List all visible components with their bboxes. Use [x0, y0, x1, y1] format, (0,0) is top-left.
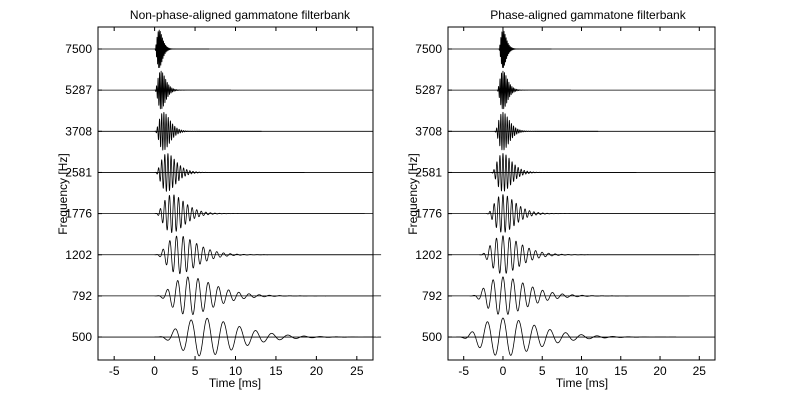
y-tick-label: 7500	[415, 42, 442, 56]
plot-area: 7500 5287 3708 2581 1776 1202 792 500 -5 0 5 10 15 20…	[415, 27, 715, 378]
impulse-response-7500	[154, 29, 210, 69]
impulse-response-5287	[154, 70, 232, 110]
x-tick-label: 0	[151, 364, 158, 378]
y-tick-label: 1202	[415, 248, 442, 262]
x-tick-label: 20	[653, 364, 667, 378]
impulse-response-2581	[154, 153, 305, 192]
y-axis-label: Frequency [Hz]	[406, 153, 420, 234]
axes-frame	[97, 26, 374, 361]
y-axis-label: Frequency [Hz]	[56, 153, 70, 234]
plot-area: 7500 5287 3708 2581 1776 1202 792 500 -5 0 5 10 15 20…	[65, 27, 382, 378]
y-tick-label: 2581	[65, 165, 92, 179]
impulse-response-3708	[493, 111, 599, 151]
y-tick-label: 1776	[415, 207, 442, 221]
panel-phase-aligned: Phase-aligned gammatone filterbank 7500 5…	[406, 8, 716, 390]
x-axis-label: Time [ms]	[209, 376, 261, 390]
x-tick-label: 15	[614, 364, 628, 378]
x-tick-label: 25	[350, 364, 364, 378]
panel-title: Non-phase-aligned gammatone filterbank	[130, 8, 351, 22]
y-tick-label: 792	[72, 289, 92, 303]
impulse-response-2581	[490, 153, 637, 192]
x-tick-label: -5	[458, 364, 469, 378]
panel-non-phase-aligned: Non-phase-aligned gammatone filterbank 7…	[56, 8, 382, 390]
y-tick-label: 1776	[65, 207, 92, 221]
impulse-response-3708	[154, 111, 262, 151]
y-tick-label: 1202	[65, 248, 92, 262]
y-tick-label: 3708	[65, 124, 92, 138]
x-tick-label: 10	[575, 364, 589, 378]
y-tick-label: 500	[422, 330, 442, 344]
y-tick-label: 7500	[65, 42, 92, 56]
impulse-response-1202	[478, 235, 700, 274]
impulse-response-1776	[154, 194, 365, 233]
y-tick-label: 500	[72, 330, 92, 344]
x-tick-label: 25	[693, 364, 707, 378]
impulse-response-500	[154, 317, 382, 357]
panel-title: Phase-aligned gammatone filterbank	[490, 8, 686, 22]
x-tick-label: 5	[192, 364, 199, 378]
impulse-response-1776	[485, 194, 691, 233]
x-axis-label: Time [ms]	[556, 376, 608, 390]
x-tick-label: 20	[310, 364, 324, 378]
x-tick-label: 5	[539, 364, 546, 378]
y-tick-label: 792	[422, 289, 442, 303]
impulse-response-7500	[498, 29, 552, 69]
impulse-response-1202	[154, 235, 382, 275]
y-tick-label: 3708	[415, 124, 442, 138]
x-tick-label: -5	[109, 364, 120, 378]
y-tick-label: 5287	[415, 83, 442, 97]
y-tick-label: 5287	[65, 83, 92, 97]
impulse-response-5287	[496, 70, 572, 110]
x-tick-label: 10	[229, 364, 243, 378]
impulse-response-792	[154, 276, 382, 315]
x-tick-label: 0	[500, 364, 507, 378]
y-tick-label: 2581	[415, 165, 442, 179]
impulse-response-500	[455, 317, 677, 356]
x-tick-label: 15	[269, 364, 283, 378]
impulse-response-792	[469, 276, 690, 315]
axes-frame	[447, 26, 716, 361]
